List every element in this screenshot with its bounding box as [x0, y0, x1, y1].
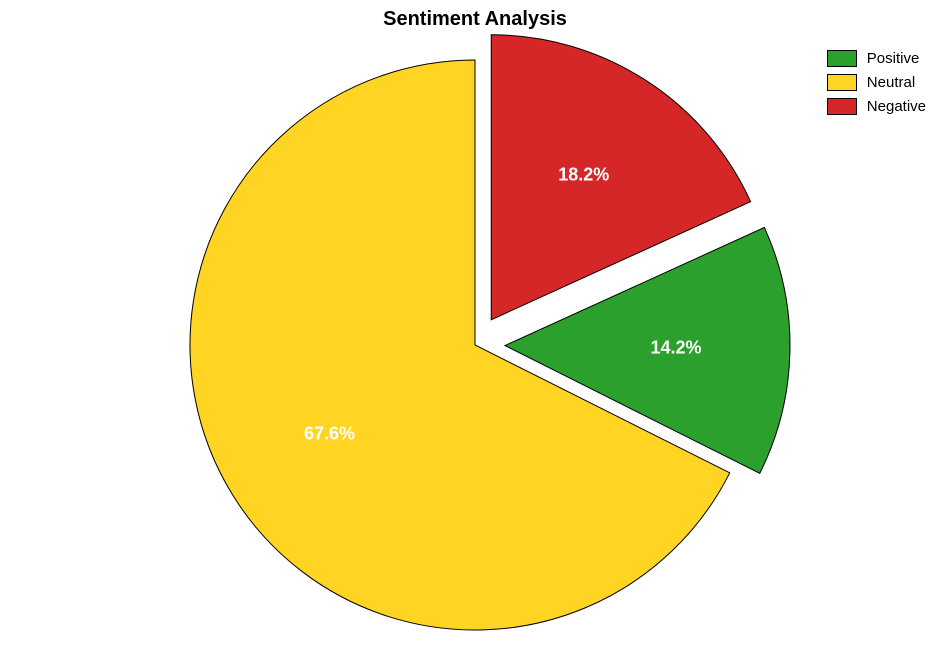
legend-item-negative: Negative: [827, 94, 926, 118]
legend-swatch-neutral: [827, 74, 857, 91]
chart-container: Sentiment Analysis 67.6%14.2%18.2% Posit…: [0, 0, 950, 662]
legend: Positive Neutral Negative: [827, 46, 926, 118]
pie-chart: 67.6% 14.2% 18.2%: [155, 25, 795, 665]
pie-slice-pct-positive: 14.2%: [650, 338, 701, 358]
legend-swatch-positive: [827, 50, 857, 67]
pie-slice-pct-neutral: 67.6%: [304, 424, 355, 444]
legend-label-neutral: Neutral: [867, 74, 915, 91]
legend-item-positive: Positive: [827, 46, 926, 70]
legend-label-negative: Negative: [867, 98, 926, 115]
legend-label-positive: Positive: [867, 50, 920, 67]
legend-item-neutral: Neutral: [827, 70, 926, 94]
pie-slice-pct-negative: 18.2%: [558, 165, 609, 185]
legend-swatch-negative: [827, 98, 857, 115]
